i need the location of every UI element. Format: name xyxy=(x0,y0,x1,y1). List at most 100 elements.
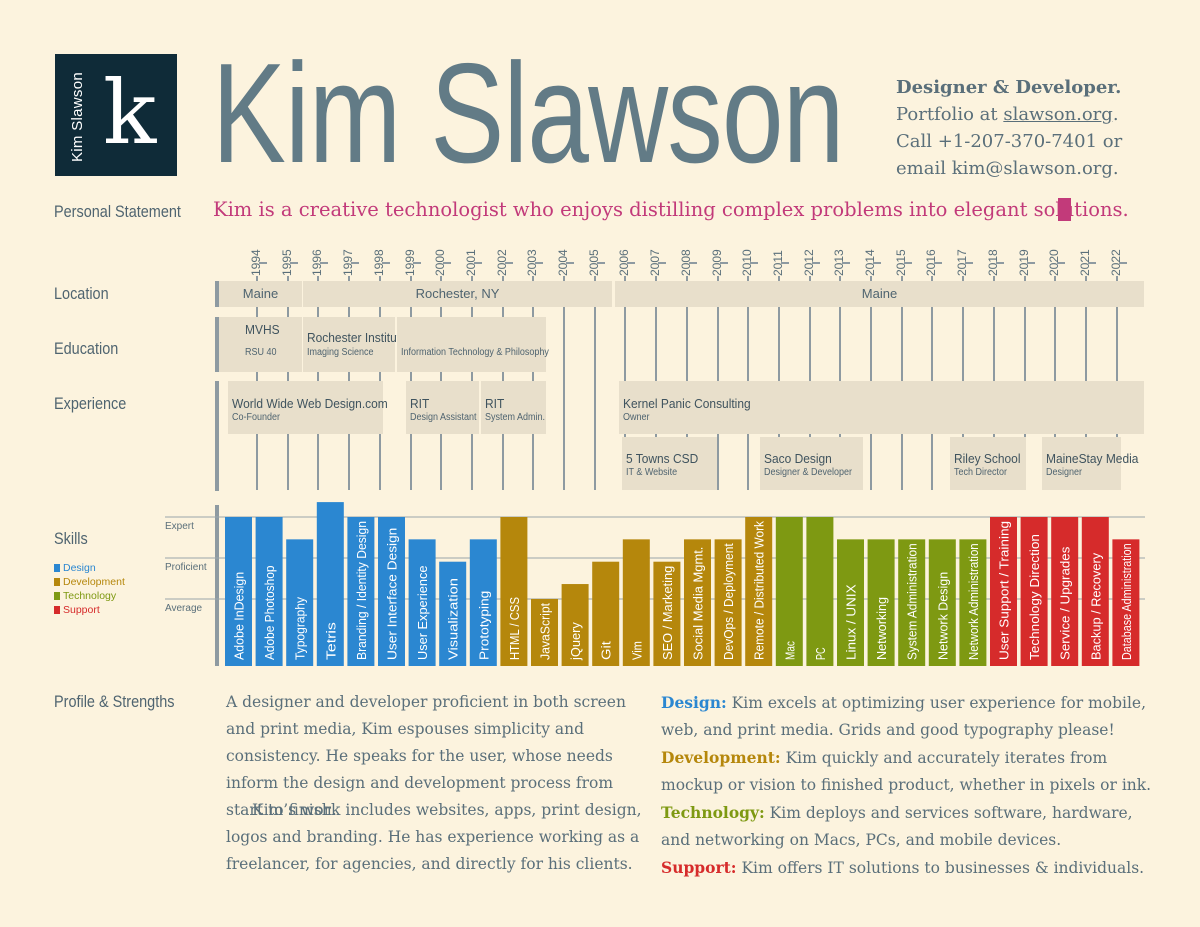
skill-bar xyxy=(316,502,344,666)
year-tick xyxy=(381,262,390,264)
education-sub: RSU 40 xyxy=(245,347,277,358)
skill-bar xyxy=(531,598,558,666)
skill-bar xyxy=(990,517,1017,666)
skill-bar xyxy=(1051,517,1079,666)
skill-bar xyxy=(959,539,987,666)
year-gridline xyxy=(563,276,565,490)
year-tick xyxy=(351,262,360,264)
skill-bar-label: Vim xyxy=(630,641,644,660)
legend-design: Design xyxy=(54,562,96,574)
year-tick xyxy=(596,262,605,264)
skill-bar xyxy=(255,517,283,666)
personal-statement: Kim is a creative technologist who enjoy… xyxy=(213,198,1129,221)
location-axis xyxy=(215,281,219,307)
skill-bar xyxy=(1020,517,1048,666)
skill-bar-label: DevOps / Deployment xyxy=(722,543,736,660)
skill-bar-label: Visualization xyxy=(447,578,461,660)
skill-bar-label: Git xyxy=(600,640,614,660)
strength-head: Technology: xyxy=(661,803,765,822)
phone-line: Call +1-207-370-7401 or xyxy=(896,131,1123,152)
skill-bar xyxy=(561,584,589,666)
skill-bar-label: JavaScript xyxy=(539,602,553,660)
skill-bar xyxy=(286,539,314,666)
experience-title: Riley School xyxy=(954,451,1021,466)
statement-marker xyxy=(1058,198,1071,221)
strength-text: Kim quickly and accurately iterates from… xyxy=(661,749,1152,794)
skill-bar xyxy=(378,517,405,666)
year-tick xyxy=(1087,262,1096,264)
legend-swatch xyxy=(54,564,60,572)
experience-item: Kernel Panic Consulting Owner xyxy=(619,381,1144,434)
experience-item: World Wide Web Design.com Co-Founder xyxy=(228,381,388,434)
skill-bar xyxy=(837,539,864,666)
experience-item: RIT Design Assistant xyxy=(406,381,479,434)
profile-paragraph-2: Kim’s work includes websites, apps, prin… xyxy=(226,801,642,873)
skills-label: Skills xyxy=(54,529,88,548)
year-tick xyxy=(259,262,267,264)
strength-head: Development: xyxy=(661,748,781,767)
year-tick xyxy=(811,262,820,264)
skill-bar xyxy=(408,539,436,666)
experience-title: RIT xyxy=(485,396,505,411)
education-item: MVHS RSU 40 xyxy=(219,317,302,372)
experience-title: RIT xyxy=(410,396,430,411)
legend-development: Development xyxy=(54,576,125,588)
experience-sub: Designer & Developer xyxy=(764,467,853,478)
skill-bar xyxy=(684,539,711,666)
skill-bar xyxy=(898,539,926,666)
strength-technology: Technology: Kim deploys and services sof… xyxy=(661,799,1161,854)
skill-bar-label: HTML / CSS xyxy=(508,597,522,660)
education-sub: Information Technology & Philosophy xyxy=(401,347,549,358)
year-tick xyxy=(1118,262,1127,264)
skill-bar-label: Service / Upgrades xyxy=(1059,547,1073,660)
location-item: Maine xyxy=(615,281,1144,307)
skill-bar-label: Prototyping xyxy=(477,591,491,660)
skill-bar-label: SEO / Marketing xyxy=(661,566,675,660)
year-tick xyxy=(903,262,912,264)
skill-bar xyxy=(1112,539,1140,666)
level-proficient: Proficient xyxy=(165,562,207,573)
skill-bar xyxy=(469,539,497,666)
portfolio-line: Portfolio at slawson.org. xyxy=(896,101,1122,128)
skill-bar-label: Database Administration xyxy=(1120,543,1134,660)
experience-title: World Wide Web Design.com xyxy=(232,396,388,411)
strength-text: Kim deploys and services software, hardw… xyxy=(661,804,1133,849)
location-item: Maine xyxy=(219,281,302,307)
education-item: Information Technology & Philosophy xyxy=(397,317,549,372)
strength-design: Design: Kim excels at optimizing user ex… xyxy=(661,689,1161,744)
skill-bar-label: Adobe Photoshop xyxy=(263,565,277,660)
skill-bar-label: jQuery xyxy=(569,621,583,661)
contact-block: Designer & Developer. Portfolio at slaws… xyxy=(896,74,1122,182)
skill-bar-label: Linux / UNIX xyxy=(845,584,859,660)
skill-bar-label: Tetris xyxy=(324,622,338,660)
statement-label: Personal Statement xyxy=(54,202,181,221)
experience-sub: Design Assistant xyxy=(410,412,477,423)
education-sub: Imaging Science xyxy=(307,347,374,358)
education-label: Education xyxy=(54,339,119,358)
year-tick xyxy=(566,262,574,264)
page-title: Kim Slawson xyxy=(212,34,844,193)
experience-sub: Owner xyxy=(623,412,650,423)
year-tick xyxy=(535,262,544,264)
skill-bar-label: Adobe InDesign xyxy=(233,572,247,660)
skill-bar-label: Branding / Identity Design xyxy=(355,521,369,660)
strength-text: Kim offers IT solutions to businesses & … xyxy=(736,859,1145,877)
skill-bar-label: Social Media Mgmt. xyxy=(692,547,706,660)
strength-support: Support: Kim offers IT solutions to busi… xyxy=(661,854,1161,882)
year-tick xyxy=(320,262,329,264)
year-tick xyxy=(873,262,881,264)
skill-bar xyxy=(225,517,252,666)
legend-text: Technology xyxy=(63,590,117,602)
skill-bar xyxy=(806,517,834,666)
skill-bar xyxy=(347,517,375,666)
legend-text: Development xyxy=(63,576,125,588)
year-tick xyxy=(627,262,636,264)
skill-bar xyxy=(1081,517,1109,666)
portfolio-link[interactable]: slawson.org xyxy=(1003,104,1113,125)
experience-sub: Tech Director xyxy=(954,467,1008,478)
skill-bar xyxy=(745,517,773,666)
skill-bar-label: Technology Direction xyxy=(1028,534,1042,660)
year-tick xyxy=(1026,262,1035,264)
role-line: Designer & Developer. xyxy=(896,77,1122,98)
experience-title: 5 Towns CSD xyxy=(626,451,699,466)
